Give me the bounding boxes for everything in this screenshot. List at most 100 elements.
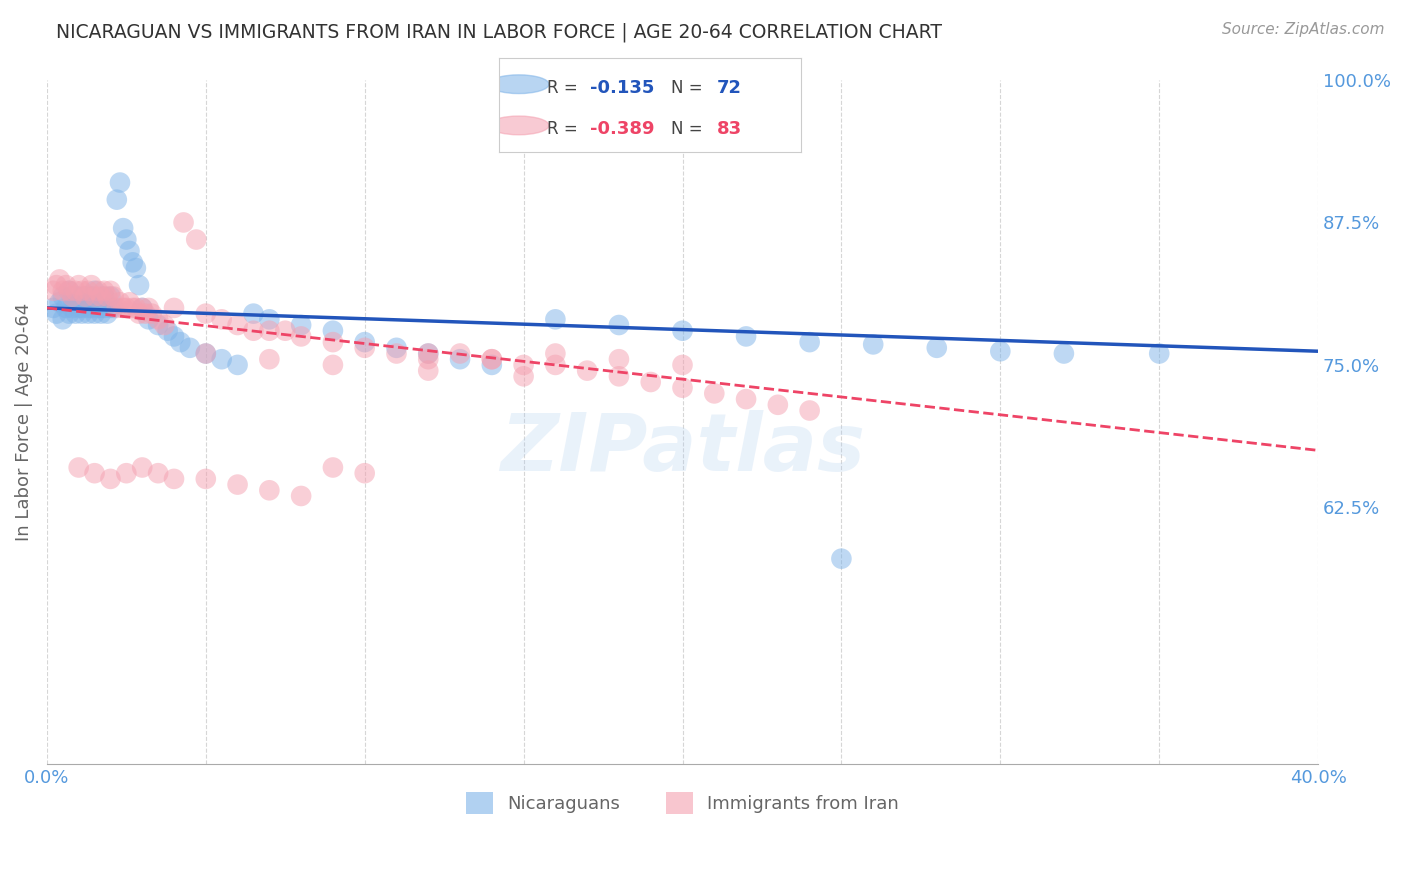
Point <box>60 289 83 303</box>
Point <box>103 301 125 315</box>
Text: R =: R = <box>547 120 583 138</box>
Point <box>259 483 281 498</box>
Point <box>799 335 821 350</box>
Point <box>703 386 725 401</box>
Point <box>58 284 80 298</box>
Point <box>108 295 131 310</box>
Point <box>83 284 105 298</box>
Point <box>52 289 75 303</box>
Text: 72: 72 <box>717 79 742 97</box>
Text: N =: N = <box>672 79 709 97</box>
Point <box>83 466 105 480</box>
Point <box>55 301 77 315</box>
Point <box>115 301 138 315</box>
Point <box>70 301 93 315</box>
Legend: Nicaraguans, Immigrants from Iran: Nicaraguans, Immigrants from Iran <box>457 783 908 823</box>
Point <box>418 346 440 360</box>
Point <box>131 301 153 315</box>
Point <box>512 358 534 372</box>
Point <box>211 352 233 367</box>
Point <box>131 460 153 475</box>
Point <box>322 460 344 475</box>
Point <box>121 301 143 315</box>
Point <box>93 289 115 303</box>
Point <box>138 312 160 326</box>
Point <box>449 346 471 360</box>
Point <box>55 278 77 293</box>
Text: R =: R = <box>547 79 583 97</box>
Point <box>481 352 503 367</box>
Point <box>512 369 534 384</box>
Point <box>418 346 440 360</box>
Point <box>80 278 103 293</box>
Point <box>48 295 70 310</box>
Point <box>138 301 160 315</box>
Point <box>179 341 201 355</box>
Point <box>52 284 75 298</box>
Point <box>83 289 105 303</box>
Point <box>77 307 100 321</box>
Point <box>118 295 141 310</box>
Point <box>163 472 186 486</box>
Point <box>163 329 186 343</box>
Point <box>103 289 125 303</box>
Circle shape <box>488 116 548 135</box>
Point <box>100 472 122 486</box>
Point <box>766 398 789 412</box>
Point <box>925 341 948 355</box>
Point <box>80 301 103 315</box>
Point <box>226 477 249 491</box>
Point <box>481 358 503 372</box>
Point <box>544 358 567 372</box>
Point <box>100 289 122 303</box>
Point <box>735 392 758 406</box>
Point <box>671 324 693 338</box>
Point <box>105 301 128 315</box>
Point <box>418 352 440 367</box>
Text: Source: ZipAtlas.com: Source: ZipAtlas.com <box>1222 22 1385 37</box>
Point <box>194 307 217 321</box>
Point <box>799 403 821 417</box>
Point <box>125 301 148 315</box>
Point <box>226 318 249 332</box>
Point <box>125 260 148 275</box>
Point <box>194 472 217 486</box>
Point <box>93 301 115 315</box>
Point <box>48 272 70 286</box>
Point <box>58 284 80 298</box>
Point <box>290 318 312 332</box>
Point <box>418 363 440 377</box>
Point <box>70 307 93 321</box>
Point <box>65 307 87 321</box>
Point <box>134 307 156 321</box>
Point <box>70 284 93 298</box>
Point <box>290 329 312 343</box>
Point <box>100 301 122 315</box>
Point <box>607 318 630 332</box>
Point <box>607 369 630 384</box>
Point <box>115 466 138 480</box>
Point <box>112 221 135 235</box>
Point <box>988 344 1011 359</box>
Point <box>259 312 281 326</box>
Point <box>449 352 471 367</box>
Point <box>128 307 150 321</box>
Point <box>385 341 408 355</box>
Point <box>58 307 80 321</box>
Point <box>353 466 375 480</box>
Point <box>226 358 249 372</box>
Text: NICARAGUAN VS IMMIGRANTS FROM IRAN IN LABOR FORCE | AGE 20-64 CORRELATION CHART: NICARAGUAN VS IMMIGRANTS FROM IRAN IN LA… <box>56 22 942 42</box>
Point <box>105 193 128 207</box>
Point <box>153 318 176 332</box>
Point <box>67 460 90 475</box>
Point <box>60 301 83 315</box>
Point <box>544 346 567 360</box>
Point <box>640 375 662 389</box>
Point <box>830 551 852 566</box>
Point <box>90 301 112 315</box>
Circle shape <box>488 75 548 94</box>
Point <box>862 337 884 351</box>
Text: 83: 83 <box>717 120 742 138</box>
Text: N =: N = <box>672 120 709 138</box>
Point <box>607 352 630 367</box>
